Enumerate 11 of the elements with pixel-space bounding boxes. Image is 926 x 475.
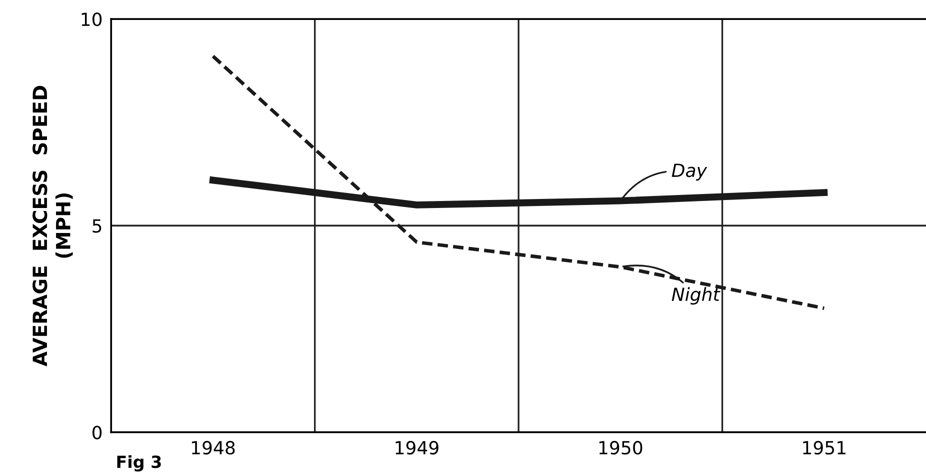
y-tick-label: 0 — [92, 426, 102, 440]
y-axis-title: AVERAGE EXCESS SPEED (MPH) — [32, 86, 73, 366]
x-tick-label: 1951 — [803, 440, 846, 455]
series-label: Night — [672, 287, 720, 305]
y-tick-label: 5 — [92, 219, 102, 233]
x-tick-label: 1949 — [396, 440, 438, 455]
y-tick-label: 10 — [82, 12, 102, 26]
series-label: Day — [672, 164, 708, 181]
x-tick-label: 1950 — [599, 440, 642, 455]
caption: Fig 3 — [117, 455, 161, 472]
x-tick-label: 1948 — [192, 440, 235, 455]
